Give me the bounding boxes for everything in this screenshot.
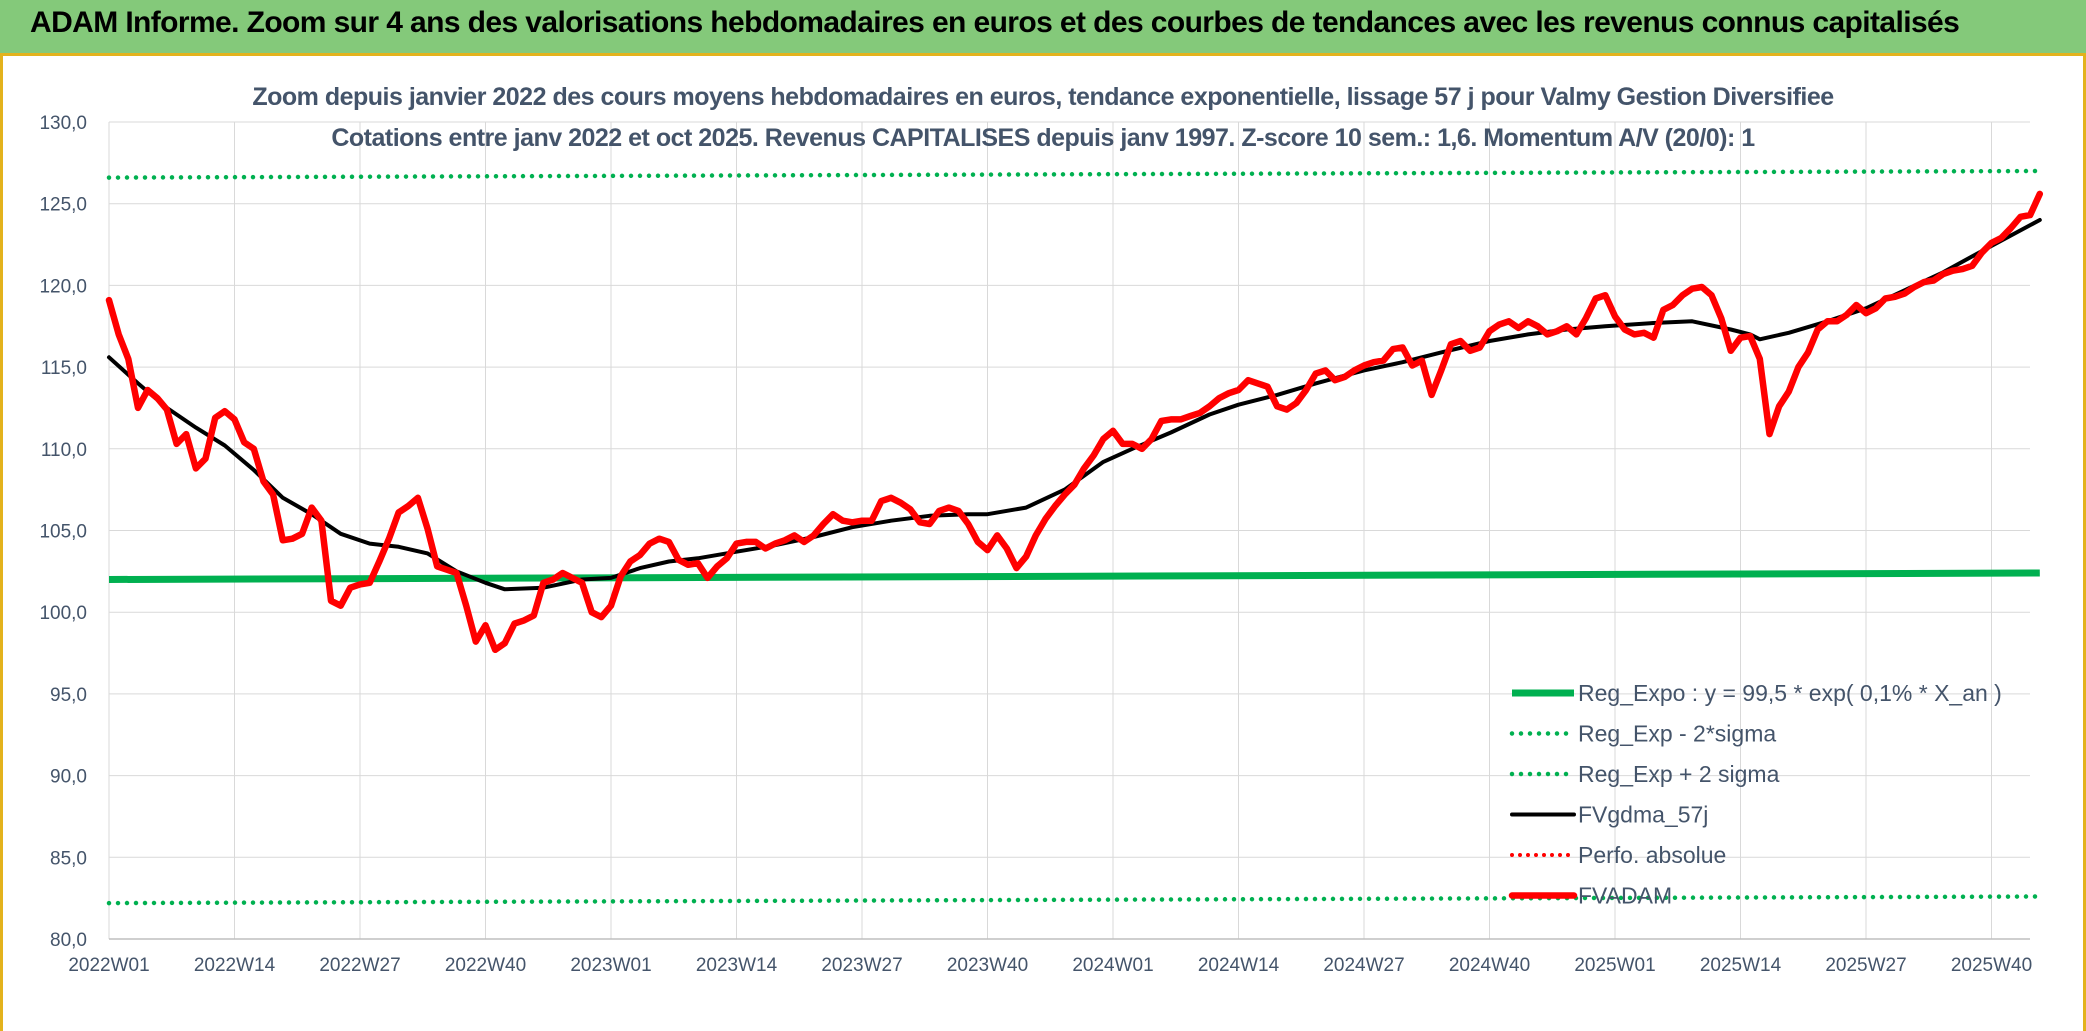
y-tick-label: 100,0 — [39, 603, 87, 624]
x-tick-label: 2025W01 — [1574, 955, 1655, 976]
header-banner: ADAM Informe. Zoom sur 4 ans des valoris… — [0, 0, 2086, 56]
y-tick-label: 95,0 — [50, 685, 87, 706]
page-title: ADAM Informe. Zoom sur 4 ans des valoris… — [30, 6, 1960, 39]
x-tick-label: 2023W27 — [821, 955, 902, 976]
series-line-fvgdma-57j — [107, 218, 2042, 592]
y-tick-label: 120,0 — [39, 276, 87, 297]
x-tick-label: 2023W40 — [947, 955, 1028, 976]
x-tick-label: 2025W40 — [1951, 955, 2032, 976]
legend-label: Perfo. absolue — [1578, 842, 1726, 868]
x-tick-label: 2024W27 — [1323, 955, 1404, 976]
line-chart: 80,0 85,0 90,0 95,0 100,0 105,0 110,0 115,0 120,… — [39, 113, 2044, 976]
x-tick-label: 2024W40 — [1449, 955, 1530, 976]
x-tick-label: 2022W14 — [194, 955, 276, 976]
series-line-fvadam — [105, 190, 2044, 654]
series-line-reg-expo-y-99-5-exp-0-1-x-an — [108, 569, 2040, 583]
legend-label: Reg_Exp + 2 sigma — [1578, 761, 1780, 787]
x-tick-label: 2022W40 — [445, 955, 526, 976]
left-border — [0, 56, 3, 1031]
x-tick-label: 2025W14 — [1700, 955, 1782, 976]
series-line-reg-exp-2-sigma — [106, 168, 2043, 180]
x-tick-label: 2024W01 — [1072, 955, 1153, 976]
y-tick-label: 130,0 — [39, 113, 87, 134]
y-tick-label: 115,0 — [41, 358, 87, 379]
legend-label: FVADAM — [1578, 883, 1672, 909]
chart-title: Zoom depuis janvier 2022 des cours moyen… — [252, 83, 1834, 111]
x-tick-label: 2023W01 — [570, 955, 651, 976]
y-tick-label: 80,0 — [50, 930, 87, 951]
y-tick-label: 110,0 — [41, 440, 87, 461]
x-tick-label: 2022W01 — [68, 955, 149, 976]
legend-label: FVgdma_57j — [1578, 802, 1708, 828]
x-tick-label: 2023W14 — [696, 955, 778, 976]
y-tick-label: 85,0 — [50, 848, 87, 869]
x-tick-label: 2022W27 — [319, 955, 400, 976]
chart-subtitle: Cotations entre janv 2022 et oct 2025. R… — [331, 124, 1755, 152]
legend-label: Reg_Expo : y = 99,5 * exp( 0,1% * X_an ) — [1578, 680, 2002, 706]
y-tick-label: 125,0 — [39, 195, 87, 216]
y-tick-label: 105,0 — [39, 522, 87, 543]
chart-frame: 80,0 85,0 90,0 95,0 100,0 105,0 110,0 115,0 120,… — [0, 56, 2086, 1031]
legend-label: Reg_Exp - 2*sigma — [1578, 721, 1776, 747]
series-line-reg-exp-2-sigma — [106, 894, 2043, 906]
right-border — [2083, 56, 2086, 1031]
y-tick-label: 90,0 — [50, 767, 87, 788]
x-tick-label: 2024W14 — [1198, 955, 1280, 976]
x-tick-label: 2025W27 — [1825, 955, 1906, 976]
